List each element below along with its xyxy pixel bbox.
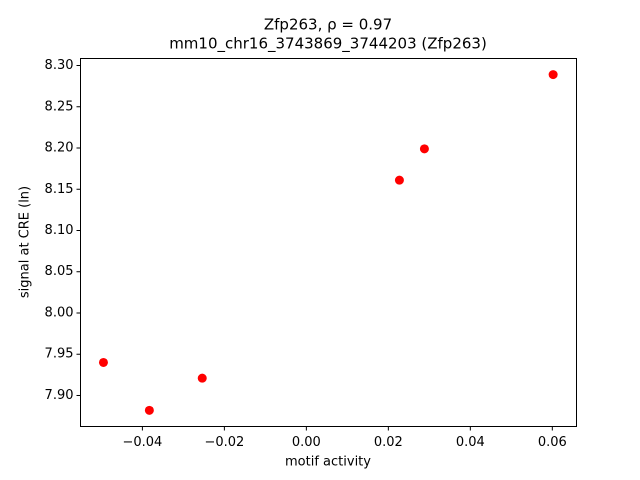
y-tick-label: 8.10 — [45, 223, 74, 238]
y-tick-label: 8.30 — [45, 58, 74, 73]
point — [197, 373, 207, 383]
plot-frame — [80, 58, 577, 427]
y-tick-label: 7.95 — [45, 347, 74, 362]
x-axis-label: motif activity — [285, 455, 371, 470]
y-tick-label: 8.20 — [45, 141, 74, 156]
x-tick-label: 0.06 — [538, 435, 567, 450]
y-tick-label: 7.90 — [45, 388, 74, 403]
point — [394, 175, 404, 185]
x-tick-label: 0.00 — [292, 435, 321, 450]
y-tick-label: 8.15 — [45, 182, 74, 197]
chart-subtitle: mm10_chr16_3743869_3744203 (Zfp263) — [169, 35, 487, 54]
chart-title: Zfp263, ρ = 0.97 — [264, 16, 392, 34]
y-tick-label: 8.05 — [45, 264, 74, 279]
point — [419, 144, 429, 154]
x-tick-label: 0.02 — [374, 435, 403, 450]
x-tick-label: 0.04 — [456, 435, 485, 450]
point — [98, 357, 108, 367]
x-tick-label: −0.04 — [122, 435, 162, 450]
point — [548, 70, 558, 80]
y-axis-label: signal at CRE (ln) — [18, 186, 33, 298]
y-tick-label: 8.25 — [45, 99, 74, 114]
x-tick-label: −0.02 — [204, 435, 244, 450]
y-tick-label: 8.00 — [45, 305, 74, 320]
point — [144, 405, 154, 415]
